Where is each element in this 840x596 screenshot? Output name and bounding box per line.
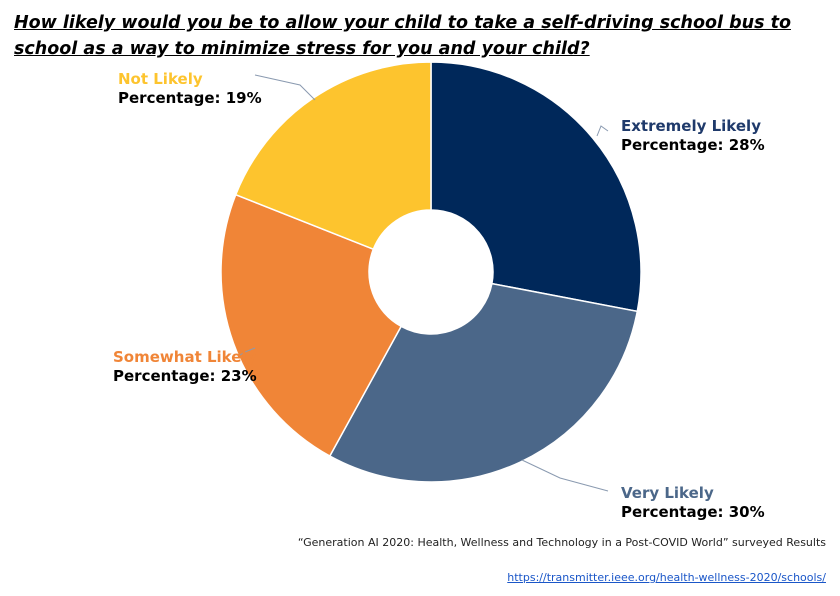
- source-link[interactable]: https://transmitter.ieee.org/health-well…: [507, 571, 826, 584]
- value-label-extremely-likely: Percentage: 28%: [621, 136, 765, 154]
- value-label-very-likely: Percentage: 30%: [621, 503, 765, 521]
- leader-not-likely: [254, 74, 316, 101]
- leader-somewhat-likely: [239, 347, 256, 356]
- label-extremely-likely: Extremely Likely: [621, 117, 761, 135]
- source-note: “Generation AI 2020: Health, Wellness an…: [297, 536, 826, 549]
- slice-somewhat-likely: [220, 193, 403, 458]
- leader-very-likely: [521, 459, 609, 492]
- slice-extremely-likely: [430, 61, 642, 313]
- label-not-likely: Not Likely: [118, 70, 203, 88]
- slice-not-likely: [234, 61, 432, 251]
- leader-extremely-likely: [596, 125, 609, 137]
- value-label-not-likely: Percentage: 19%: [118, 89, 262, 107]
- chart-title: How likely would you be to allow your ch…: [14, 13, 791, 59]
- label-somewhat-likely: Somewhat Likely: [113, 348, 257, 366]
- slice-very-likely: [328, 282, 639, 483]
- leader-lines: [239, 74, 609, 492]
- label-very-likely: Very Likely: [621, 484, 714, 502]
- value-label-somewhat-likely: Percentage: 23%: [113, 367, 257, 385]
- donut-slices: [220, 61, 642, 483]
